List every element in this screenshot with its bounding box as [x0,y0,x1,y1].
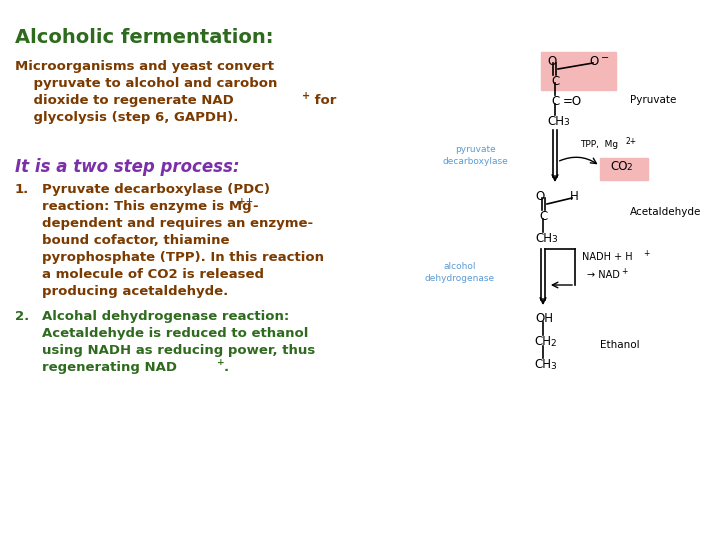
Text: =O: =O [563,95,582,108]
Text: Microorganisms and yeast convert: Microorganisms and yeast convert [15,60,274,73]
Text: Pyruvate: Pyruvate [630,95,676,105]
Text: Acetaldehyde is reduced to ethanol: Acetaldehyde is reduced to ethanol [42,327,308,340]
Text: .: . [224,361,229,374]
Text: C: C [551,75,559,88]
Text: CO: CO [610,160,628,173]
Text: regenerating NAD: regenerating NAD [42,361,177,374]
Text: CH: CH [535,232,552,245]
Text: It is a two step process:: It is a two step process: [15,158,240,176]
Text: using NADH as reducing power, thus: using NADH as reducing power, thus [42,344,315,357]
Text: H: H [570,190,578,203]
Text: producing acetaldehyde.: producing acetaldehyde. [42,285,228,298]
Text: +: + [302,91,310,101]
Text: O: O [547,55,557,68]
Bar [600,158,648,180]
Text: TPP,  Mg: TPP, Mg [580,140,618,149]
Text: → NAD: → NAD [587,270,620,280]
Text: C: C [551,95,559,108]
Text: dioxide to regenerate NAD: dioxide to regenerate NAD [15,94,234,107]
Text: dependent and requires an enzyme-: dependent and requires an enzyme- [42,217,313,230]
Text: -: - [252,200,258,213]
Text: 1.: 1. [15,183,30,196]
Text: pyruvate
decarboxylase: pyruvate decarboxylase [442,145,508,166]
Text: NADH + H: NADH + H [582,252,633,262]
Text: 3: 3 [550,362,556,371]
Text: glycolysis (step 6, GAPDH).: glycolysis (step 6, GAPDH). [15,111,238,124]
Text: CH: CH [547,115,564,128]
Text: ++: ++ [238,197,253,206]
Text: for: for [310,94,336,107]
Text: alcohol
dehydrogenase: alcohol dehydrogenase [425,262,495,283]
Text: 3: 3 [563,118,569,127]
Text: O: O [536,190,544,203]
Text: 3: 3 [551,235,557,244]
Text: 2.: 2. [15,310,30,323]
Text: +: + [621,267,627,276]
Text: Pyruvate decarboxylase (PDC): Pyruvate decarboxylase (PDC) [42,183,270,196]
Text: CH: CH [534,358,551,371]
Text: pyrophosphate (TPP). In this reaction: pyrophosphate (TPP). In this reaction [42,251,324,264]
Text: a molecule of CO2 is released: a molecule of CO2 is released [42,268,264,281]
Text: 2+: 2+ [626,137,637,146]
Text: Acetaldehyde: Acetaldehyde [630,207,701,217]
Text: C: C [539,210,547,223]
Text: Alcoholic fermentation:: Alcoholic fermentation: [15,28,274,47]
Text: 2: 2 [550,339,556,348]
Text: 2: 2 [626,163,631,172]
Text: +: + [217,358,225,367]
Text: bound cofactor, thiamine: bound cofactor, thiamine [42,234,230,247]
Text: reaction: This enzyme is Mg: reaction: This enzyme is Mg [42,200,251,213]
Text: Ethanol: Ethanol [600,340,639,350]
Text: OH: OH [535,312,553,325]
Text: +: + [643,249,649,258]
Bar [541,52,616,90]
Text: O: O [590,55,598,68]
Text: CH: CH [534,335,551,348]
Text: −: − [601,53,609,63]
Text: Alcohal dehydrogenase reaction:: Alcohal dehydrogenase reaction: [42,310,289,323]
Text: pyruvate to alcohol and carobon: pyruvate to alcohol and carobon [15,77,277,90]
